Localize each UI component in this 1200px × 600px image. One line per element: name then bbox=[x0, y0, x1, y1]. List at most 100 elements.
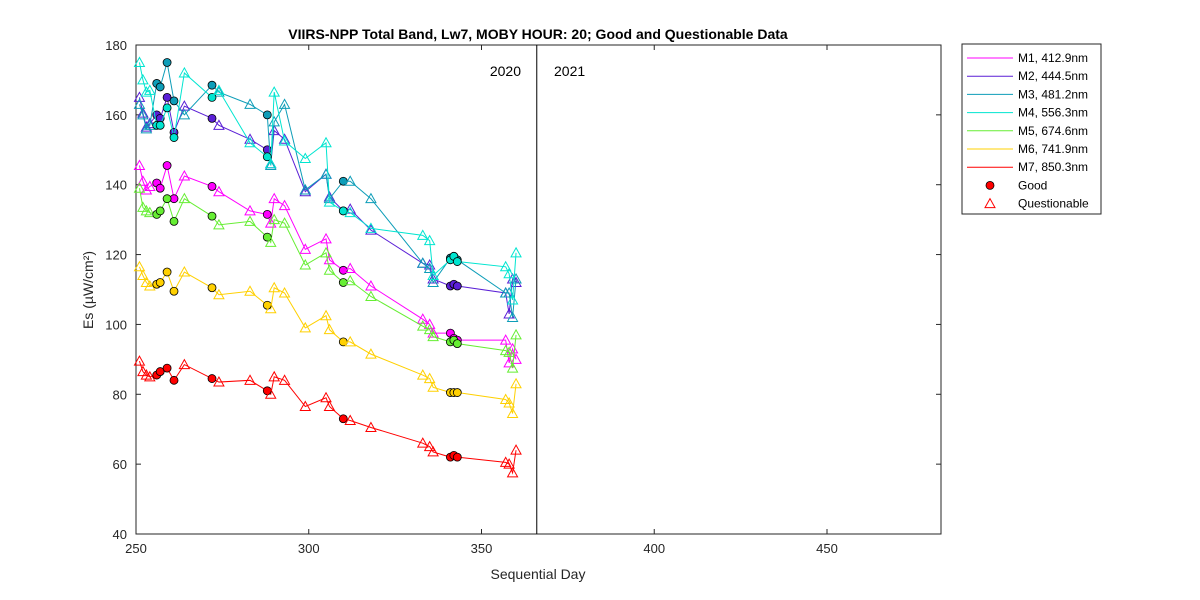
questionable-point bbox=[268, 192, 281, 204]
questionable-point bbox=[416, 313, 429, 324]
good-point bbox=[155, 120, 165, 130]
x-tick-label: 300 bbox=[298, 541, 320, 556]
questionable-point bbox=[320, 136, 332, 148]
questionable-point bbox=[427, 269, 439, 281]
questionable-point bbox=[510, 444, 522, 455]
questionable-point bbox=[133, 159, 146, 171]
questionable-point bbox=[510, 246, 522, 258]
good-point bbox=[155, 278, 165, 287]
questionable-point bbox=[178, 66, 191, 78]
x-tick-label: 400 bbox=[643, 541, 665, 556]
good-point bbox=[262, 152, 272, 162]
questionable-point bbox=[213, 185, 225, 197]
good-point bbox=[262, 232, 272, 242]
good-point bbox=[162, 363, 172, 373]
questionable-point bbox=[510, 328, 522, 340]
plot-area bbox=[135, 44, 942, 535]
good-point bbox=[207, 113, 217, 123]
questionable-point bbox=[365, 192, 377, 204]
questionable-point bbox=[133, 56, 146, 67]
questionable-point bbox=[268, 115, 281, 127]
good-point bbox=[155, 183, 165, 193]
questionable-point bbox=[320, 232, 332, 244]
questionable-point bbox=[503, 346, 515, 357]
questionable-point bbox=[137, 175, 149, 186]
series-4 bbox=[133, 56, 522, 305]
questionable-point bbox=[264, 157, 277, 169]
questionable-point bbox=[416, 257, 429, 268]
questionable-point bbox=[427, 330, 439, 342]
series-6 bbox=[133, 260, 522, 418]
questionable-point bbox=[244, 136, 256, 148]
questionable-point bbox=[213, 86, 225, 97]
questionable-point bbox=[416, 229, 429, 240]
questionable-point bbox=[143, 180, 156, 191]
questionable-point bbox=[133, 182, 146, 193]
questionable-point bbox=[506, 311, 519, 322]
legend-box bbox=[961, 43, 1102, 215]
questionable-point bbox=[299, 259, 312, 270]
good-point bbox=[338, 206, 348, 216]
questionable-point bbox=[143, 370, 156, 382]
y-tick-label: 120 bbox=[105, 248, 127, 263]
x-tick-label: 450 bbox=[816, 541, 838, 556]
good-point bbox=[169, 96, 179, 106]
questionable-point bbox=[133, 91, 146, 102]
questionable-point bbox=[423, 440, 436, 452]
y-tick-label: 60 bbox=[113, 457, 127, 472]
questionable-point bbox=[427, 381, 439, 392]
questionable-point bbox=[506, 466, 519, 478]
good-point bbox=[169, 286, 179, 296]
questionable-point bbox=[299, 400, 312, 412]
questionable-point bbox=[365, 290, 377, 301]
questionable-point bbox=[178, 358, 191, 370]
questionable-point bbox=[499, 260, 512, 272]
chart-title: VIIRS-NPP Total Band, Lw7, MOBY HOUR: 20… bbox=[288, 26, 788, 42]
questionable-point bbox=[416, 437, 429, 448]
questionable-point bbox=[299, 185, 312, 197]
x-axis-title: Sequential Day bbox=[491, 566, 586, 582]
questionable-point bbox=[143, 119, 156, 130]
questionable-point bbox=[244, 204, 256, 216]
questionable-point bbox=[499, 334, 512, 345]
good-point bbox=[162, 161, 172, 170]
legend-label: M6, 741.9nm bbox=[1018, 142, 1088, 156]
questionable-point bbox=[320, 246, 332, 258]
questionable-point bbox=[365, 222, 377, 233]
questionable-point bbox=[178, 192, 191, 204]
questionable-point bbox=[416, 320, 429, 331]
questionable-point bbox=[323, 323, 336, 335]
y-tick-label: 80 bbox=[113, 387, 127, 402]
good-point bbox=[452, 281, 462, 291]
questionable-point bbox=[344, 206, 357, 218]
legend-label: M7, 850.3nm bbox=[1018, 160, 1088, 174]
questionable-point bbox=[423, 372, 436, 384]
questionable-point bbox=[213, 119, 225, 130]
questionable-point bbox=[140, 86, 153, 97]
good-point bbox=[262, 110, 272, 120]
questionable-point bbox=[178, 108, 191, 120]
x-tick-label: 250 bbox=[125, 541, 147, 556]
questionable-point bbox=[323, 196, 336, 207]
questionable-point bbox=[320, 391, 332, 403]
questionable-point bbox=[416, 369, 429, 380]
series-7 bbox=[133, 355, 522, 478]
questionable-point bbox=[137, 108, 149, 120]
questionable-point bbox=[503, 267, 515, 279]
good-point bbox=[169, 216, 179, 226]
questionable-point bbox=[268, 281, 281, 293]
good-point bbox=[452, 257, 462, 266]
annotation-2020: 2020 bbox=[490, 63, 521, 79]
questionable-point bbox=[264, 388, 277, 399]
questionable-point bbox=[344, 414, 357, 425]
questionable-point bbox=[133, 98, 146, 109]
questionable-point bbox=[423, 318, 436, 329]
good-point bbox=[162, 267, 172, 277]
good-point bbox=[207, 374, 217, 383]
questionable-point bbox=[365, 279, 377, 291]
questionable-point bbox=[510, 272, 522, 284]
good-point bbox=[162, 103, 172, 113]
y-tick-label: 100 bbox=[105, 317, 127, 332]
good-point bbox=[169, 133, 179, 142]
legend-label: M1, 412.9nm bbox=[1018, 51, 1088, 65]
